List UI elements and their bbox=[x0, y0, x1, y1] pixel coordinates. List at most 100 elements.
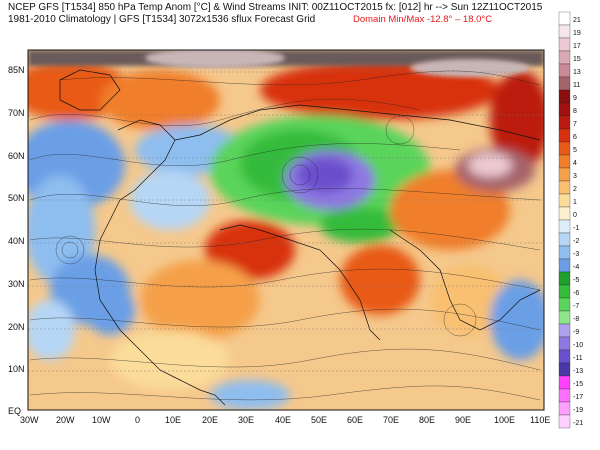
colorbar-swatch bbox=[558, 362, 571, 377]
colorbar-swatch bbox=[558, 401, 571, 416]
lat-label: 85N bbox=[8, 65, 25, 75]
colorbar-swatch bbox=[558, 37, 571, 52]
colorbar-swatch bbox=[558, 232, 571, 247]
lat-label: 40N bbox=[8, 236, 25, 246]
colorbar-label: 17 bbox=[573, 43, 581, 50]
colorbar-label: -6 bbox=[573, 290, 579, 297]
colorbar-swatch bbox=[558, 128, 571, 143]
lon-label: 10E bbox=[165, 415, 181, 425]
colorbar-swatch bbox=[558, 219, 571, 234]
lat-label: 50N bbox=[8, 193, 25, 203]
colorbar-label: -7 bbox=[573, 303, 579, 310]
colorbar-swatch bbox=[558, 271, 571, 286]
colorbar-swatch bbox=[558, 323, 571, 338]
lon-label: 30E bbox=[238, 415, 254, 425]
colorbar-label: 11 bbox=[573, 82, 580, 89]
colorbar-label: -1 bbox=[573, 225, 579, 232]
map-frame bbox=[27, 49, 545, 411]
colorbar-label: 8 bbox=[573, 108, 577, 115]
lat-label: 10N bbox=[8, 364, 25, 374]
colorbar-label: -21 bbox=[573, 420, 583, 427]
domain-minmax-label: Domain Min/Max -12.8° – 18.0°C bbox=[353, 14, 493, 25]
colorbar-label: 1 bbox=[573, 199, 577, 206]
lat-label: 70N bbox=[8, 108, 25, 118]
colorbar-label: -11 bbox=[573, 355, 583, 362]
lon-label: 60E bbox=[347, 415, 363, 425]
colorbar-swatch bbox=[558, 349, 571, 364]
colorbar-swatch bbox=[558, 193, 571, 208]
longitude-labels: 30W 20W 10W 0 10E 20E 30E 40E 50E 60E 70… bbox=[20, 415, 550, 425]
colorbar-swatch bbox=[558, 258, 571, 273]
lon-label: 100E bbox=[494, 415, 515, 425]
colorbar-swatch bbox=[558, 89, 571, 104]
colorbar-label: -5 bbox=[573, 277, 579, 284]
lon-label: 80E bbox=[419, 415, 435, 425]
graticule bbox=[28, 71, 544, 372]
map-title-line1: NCEP GFS [T1534] 850 hPa Temp Anom [°C] … bbox=[8, 2, 543, 13]
colorbar-swatch bbox=[558, 336, 571, 351]
colorbar-swatch bbox=[558, 284, 571, 299]
colorbar-swatch bbox=[558, 50, 571, 65]
lat-label: 20N bbox=[8, 322, 25, 332]
colorbar-swatch bbox=[558, 24, 571, 39]
colorbar-label: 21 bbox=[573, 17, 581, 24]
colorbar-label: -2 bbox=[573, 238, 579, 245]
lon-label: 40E bbox=[275, 415, 291, 425]
colorbar-label: 7 bbox=[573, 121, 577, 128]
colorbar-label: 15 bbox=[573, 56, 581, 63]
lat-label: 60N bbox=[8, 151, 25, 161]
map-field bbox=[28, 50, 544, 410]
colorbar-swatch bbox=[558, 206, 571, 221]
colorbar-swatch bbox=[558, 375, 571, 390]
lat-label: EQ bbox=[8, 406, 21, 416]
colorbar-swatch bbox=[558, 310, 571, 325]
lon-label: 20W bbox=[56, 415, 75, 425]
colorbar-label: 3 bbox=[573, 173, 577, 180]
colorbar-label: -13 bbox=[573, 368, 583, 375]
colorbar-label: 13 bbox=[573, 69, 581, 76]
lon-label: 70E bbox=[383, 415, 399, 425]
colorbar-swatch bbox=[558, 11, 571, 26]
lon-label: 90E bbox=[455, 415, 471, 425]
colorbar-label: 4 bbox=[573, 160, 577, 167]
lon-label: 20E bbox=[202, 415, 218, 425]
colorbar-swatch bbox=[558, 297, 571, 312]
colorbar-swatch bbox=[558, 154, 571, 169]
colorbar-label: -9 bbox=[573, 329, 579, 336]
colorbar: 2119171513119876543210-1-2-3-4-5-6-7-8-9… bbox=[558, 11, 583, 429]
lon-label: 10W bbox=[92, 415, 111, 425]
lon-label: 0 bbox=[135, 415, 140, 425]
lon-label: 110E bbox=[530, 415, 550, 425]
colorbar-label: 0 bbox=[573, 212, 577, 219]
colorbar-label: -8 bbox=[573, 316, 579, 323]
colorbar-swatch bbox=[558, 141, 571, 156]
colorbar-swatch bbox=[558, 414, 571, 429]
colorbar-swatch bbox=[558, 180, 571, 195]
colorbar-label: -17 bbox=[573, 394, 583, 401]
map-title-line2: 1981-2010 Climatology | GFS [T1534] 3072… bbox=[8, 14, 316, 25]
latitude-labels: 85N 70N 60N 50N 40N 30N 20N 10N EQ bbox=[8, 65, 25, 416]
colorbar-label: 19 bbox=[573, 30, 581, 37]
colorbar-label: -15 bbox=[573, 381, 583, 388]
colorbar-label: 6 bbox=[573, 134, 577, 141]
colorbar-label: -10 bbox=[573, 342, 583, 349]
colorbar-label: -3 bbox=[573, 251, 579, 258]
colorbar-swatch bbox=[558, 245, 571, 260]
colorbar-label: 2 bbox=[573, 186, 577, 193]
colorbar-swatch bbox=[558, 388, 571, 403]
colorbar-swatch bbox=[558, 167, 571, 182]
lat-label: 30N bbox=[8, 279, 25, 289]
wind-streamlines bbox=[29, 70, 541, 401]
colorbar-label: -19 bbox=[573, 407, 583, 414]
colorbar-swatch bbox=[558, 115, 571, 130]
colorbar-label: 5 bbox=[573, 147, 577, 154]
lon-label: 30W bbox=[20, 415, 39, 425]
lon-label: 50E bbox=[311, 415, 327, 425]
colorbar-label: 9 bbox=[573, 95, 577, 102]
colorbar-label: -4 bbox=[573, 264, 579, 271]
coastlines bbox=[59, 69, 541, 406]
colorbar-swatch bbox=[558, 63, 571, 78]
colorbar-swatch bbox=[558, 76, 571, 91]
colorbar-swatch bbox=[558, 102, 571, 117]
